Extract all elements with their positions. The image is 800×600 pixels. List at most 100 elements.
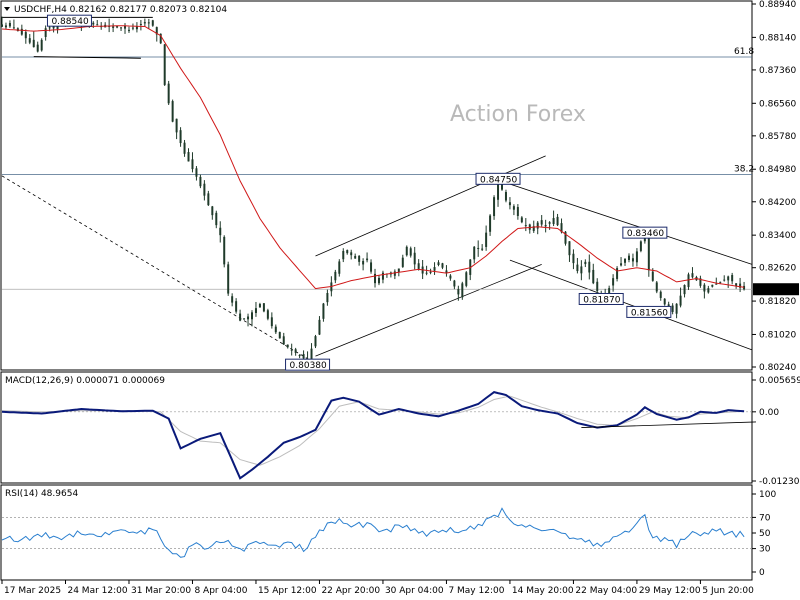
candle-body (540, 220, 543, 225)
candle-body (310, 348, 313, 364)
candle-body (691, 273, 694, 278)
candle-body (465, 272, 468, 286)
candle-body (699, 278, 702, 286)
candle-body (314, 336, 317, 347)
candle-body (56, 25, 59, 30)
last-price-badge-label: 0.82104 (759, 285, 796, 295)
price-annotation-box (475, 172, 521, 185)
candle-body (576, 264, 579, 272)
moving-average-line (1, 25, 745, 290)
price-y-tick-label: 0.83400 (759, 231, 796, 241)
candle-body (219, 227, 222, 236)
candle-body (199, 176, 202, 187)
range-bottom-line (33, 56, 141, 59)
candle-body (278, 332, 281, 339)
candle-body (560, 223, 563, 233)
candle-body (671, 305, 674, 312)
candle-body (215, 212, 218, 226)
candle-body (294, 349, 297, 353)
macd-pane[interactable] (0, 371, 753, 484)
candle-body (493, 197, 496, 217)
candle-body (135, 26, 138, 30)
candle-body (647, 235, 650, 271)
candle-body (290, 349, 293, 351)
candle-body (298, 355, 301, 357)
candle-body (616, 268, 619, 279)
candle-body (497, 178, 500, 200)
candle-body (366, 258, 369, 261)
price-annotation-label: 0.83460 (627, 229, 664, 239)
macd-header-text: MACD(12,26,9) 0.000071 0.000069 (5, 376, 165, 386)
candle-body (489, 215, 492, 232)
candle-body (346, 250, 349, 254)
rising-channel-lower (315, 263, 542, 357)
falling-channel-upper (493, 178, 753, 265)
price-annotation-box (578, 292, 624, 305)
rising-channel-upper (315, 155, 546, 257)
candle-body (143, 22, 146, 24)
macd-main-line (1, 391, 745, 480)
candle-body (175, 118, 178, 133)
candle-body (354, 255, 357, 259)
price-y-tick-label: 0.81820 (759, 297, 796, 307)
candle-body (417, 263, 420, 269)
price-layer: 61.8 38.2 0.88540 0.84750 0.83460 0.81870 0.81… (1, 14, 754, 371)
candle-body (612, 278, 615, 286)
candle-body (508, 202, 511, 206)
candle-body (179, 130, 182, 144)
x-tick-label: 24 Mar 12:00 (67, 586, 127, 596)
candle-body (715, 283, 718, 285)
candle-body (322, 303, 325, 319)
rsi-pane[interactable] (0, 484, 753, 581)
candle-body (548, 222, 551, 224)
candle-body (731, 275, 734, 282)
candle-body (413, 252, 416, 265)
candle-body (326, 293, 329, 303)
candle-body (381, 272, 384, 280)
rsi-y-tick-label: 50 (759, 529, 771, 539)
rsi-y-tick-label: 70 (759, 513, 771, 523)
candle-body (461, 283, 464, 298)
price-y-tick-label: 0.88940 (759, 0, 796, 10)
candle-body (663, 298, 666, 305)
candle-body (370, 262, 373, 272)
candle-body (437, 262, 440, 265)
candle-body (223, 236, 226, 265)
macd-trendline (581, 421, 756, 428)
rsi-y-tick-label: 0 (759, 568, 765, 578)
price-header[interactable]: USDCHF,H4 0.82162 0.82177 0.82073 0.8210… (4, 5, 227, 15)
candle-body (338, 261, 341, 274)
candle-body (203, 183, 206, 196)
rsi-y-tick-label: 100 (759, 490, 776, 500)
candle-body (8, 22, 11, 27)
macd-y-tick-label: 0.005659 (759, 376, 800, 386)
candle-body (127, 29, 130, 31)
candle-body (1, 24, 3, 27)
candle-body (457, 288, 460, 295)
candle-body (120, 27, 123, 29)
price-header-text: USDCHF,H4 0.82162 0.82177 0.82073 0.8210… (14, 5, 227, 15)
price-pane[interactable] (0, 0, 753, 371)
collapse-arrow-icon[interactable] (4, 7, 10, 11)
price-annotation-box (626, 305, 672, 318)
candle-body (532, 226, 535, 231)
candle-body (258, 303, 261, 308)
candle-body (556, 216, 559, 226)
x-tick-label: 8 Apr 04:00 (194, 586, 247, 596)
candle-body (568, 241, 571, 256)
candle-body (243, 318, 246, 320)
candle-body (409, 248, 412, 256)
price-annotation-label: 0.88540 (51, 17, 88, 27)
candle-body (675, 303, 678, 314)
y-axis: 0.88940 0.88140 0.87360 0.86560 0.85780 0.849… (752, 0, 800, 578)
x-tick-label: 7 May 12:00 (448, 586, 504, 596)
macd-layer (1, 391, 756, 480)
x-tick-label: 22 Apr 20:00 (321, 586, 380, 596)
candle-body (235, 301, 238, 312)
candle-body (262, 303, 265, 312)
last-price-badge (753, 283, 799, 296)
candle-body (377, 277, 380, 284)
candle-body (453, 280, 456, 287)
candle-body (254, 308, 257, 313)
price-y-tick-label: 0.86560 (759, 99, 796, 109)
